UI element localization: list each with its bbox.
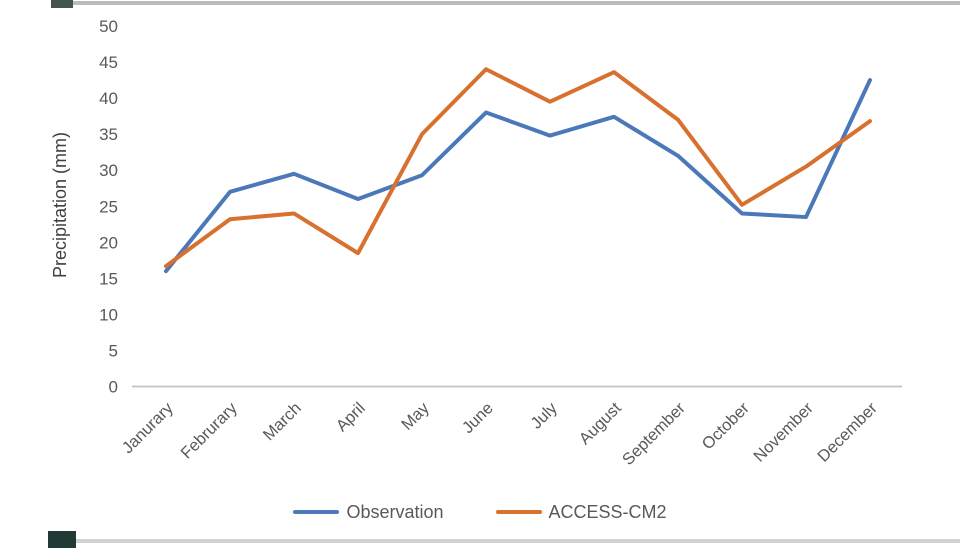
- legend-line-swatch: [495, 510, 542, 514]
- legend-line-swatch: [293, 510, 340, 514]
- series-line-observation: [164, 78, 872, 274]
- chart-legend: Observation ACCESS-CM2: [0, 503, 960, 521]
- screen-edge-line-top: [73, 1, 960, 5]
- y-tick-label: 25: [99, 197, 118, 216]
- x-tick-label: June: [459, 399, 497, 437]
- screen-edge-line-bottom: [76, 539, 960, 543]
- series-line-access-cm2: [164, 67, 872, 269]
- x-tick-label: Februrary: [178, 399, 242, 463]
- y-tick-label: 5: [109, 341, 118, 360]
- y-tick-label: 45: [99, 53, 118, 72]
- y-axis-tick-labels: 0 5 10 15 20 25 30 35 40 45 50: [99, 17, 118, 397]
- x-tick-label: October: [699, 399, 754, 454]
- y-tick-label: 40: [99, 89, 118, 108]
- x-axis-month-labels: Janurary Februrary March April May June July Au…: [119, 399, 881, 469]
- screen-edge-artifact-bottom-left: [48, 531, 76, 548]
- y-tick-label: 50: [99, 17, 118, 36]
- y-tick-label: 35: [99, 125, 118, 144]
- y-tick-label: 10: [99, 305, 118, 324]
- y-tick-label: 15: [99, 269, 118, 288]
- y-tick-label: 30: [99, 161, 118, 180]
- x-tick-label: July: [527, 399, 561, 433]
- y-tick-label: 20: [99, 233, 118, 252]
- x-tick-label: December: [814, 399, 881, 466]
- x-tick-label: March: [260, 399, 305, 444]
- legend-label: ACCESS-CM2: [548, 502, 667, 522]
- x-tick-label: November: [750, 399, 817, 466]
- x-tick-label: September: [619, 399, 689, 469]
- x-tick-label: April: [333, 399, 369, 435]
- x-tick-label: May: [398, 399, 433, 434]
- screen-edge-artifact-top-left: [51, 0, 73, 8]
- y-axis-title: Precipitation (mm): [50, 132, 70, 278]
- legend-item-observation: Observation: [293, 502, 444, 522]
- chart-series-lines: [164, 67, 872, 274]
- legend-label: Observation: [346, 502, 444, 522]
- x-tick-label: August: [576, 399, 625, 448]
- legend-item-access-cm2: ACCESS-CM2: [495, 502, 667, 522]
- x-tick-label: Janurary: [119, 399, 178, 458]
- y-tick-label: 0: [109, 378, 118, 397]
